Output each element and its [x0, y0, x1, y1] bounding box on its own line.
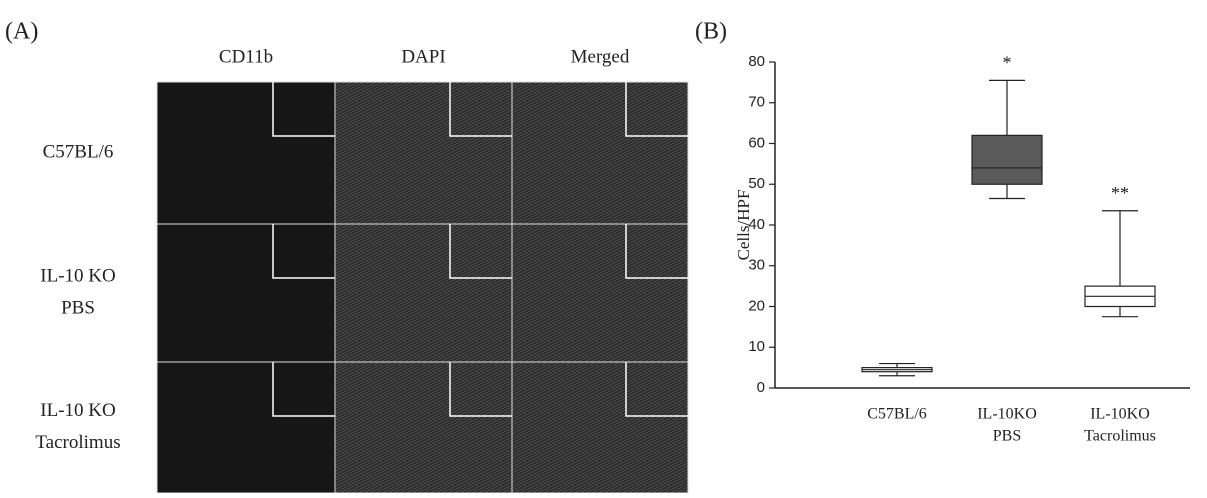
x-tick-label: IL-10KO — [1090, 406, 1150, 423]
y-tick-label: 60 — [748, 134, 765, 151]
micrograph — [335, 82, 512, 224]
x-tick-label: IL-10KO — [977, 406, 1037, 423]
significance-mark: ** — [1111, 183, 1129, 203]
significance-mark: * — [1003, 52, 1012, 72]
y-tick-label: 10 — [748, 338, 765, 355]
row-label: C57BL/6 — [43, 141, 114, 162]
column-header: CD11b — [219, 46, 273, 67]
column-header: DAPI — [401, 46, 445, 67]
box — [972, 135, 1042, 184]
figure: (A) CD11b DAPI Merged C57BL/6 IL-10 KO PBS IL-… — [0, 0, 1207, 493]
micrograph — [157, 82, 335, 224]
column-header: Merged — [571, 46, 630, 67]
micrograph — [512, 82, 688, 224]
micrograph — [512, 362, 688, 493]
row-label: Tacrolimus — [35, 432, 120, 453]
y-tick-label: 70 — [748, 94, 765, 111]
row-label: IL-10 KO — [40, 400, 115, 421]
y-tick-label: 20 — [748, 297, 765, 314]
x-tick-label: C57BL/6 — [867, 406, 927, 423]
x-tick-label: PBS — [993, 428, 1021, 445]
micrograph — [157, 224, 335, 362]
panel-label: (B) — [695, 19, 727, 45]
x-tick-label: Tacrolimus — [1084, 428, 1156, 445]
micrograph — [335, 362, 512, 493]
micrograph — [335, 224, 512, 362]
row-label: IL-10 KO — [40, 265, 115, 286]
panel-label: (A) — [5, 19, 38, 45]
micrograph-grid: CD11b DAPI Merged C57BL/6 IL-10 KO PBS IL-10 K… — [35, 46, 688, 493]
row-label: PBS — [61, 297, 95, 318]
y-tick-label: 40 — [748, 216, 765, 233]
micrograph — [512, 224, 688, 362]
y-tick-label: 50 — [748, 175, 765, 192]
page: (A) CD11b DAPI Merged C57BL/6 IL-10 KO PBS IL-… — [0, 0, 1207, 498]
box-plot: 0 10 20 30 40 50 60 70 80 C57BL/6 IL-10KO PBS * IL-10… — [748, 52, 1190, 444]
y-tick-label: 80 — [748, 53, 765, 70]
y-tick-label: 30 — [748, 257, 765, 274]
micrograph — [157, 362, 335, 493]
y-tick-label: 0 — [757, 379, 765, 396]
